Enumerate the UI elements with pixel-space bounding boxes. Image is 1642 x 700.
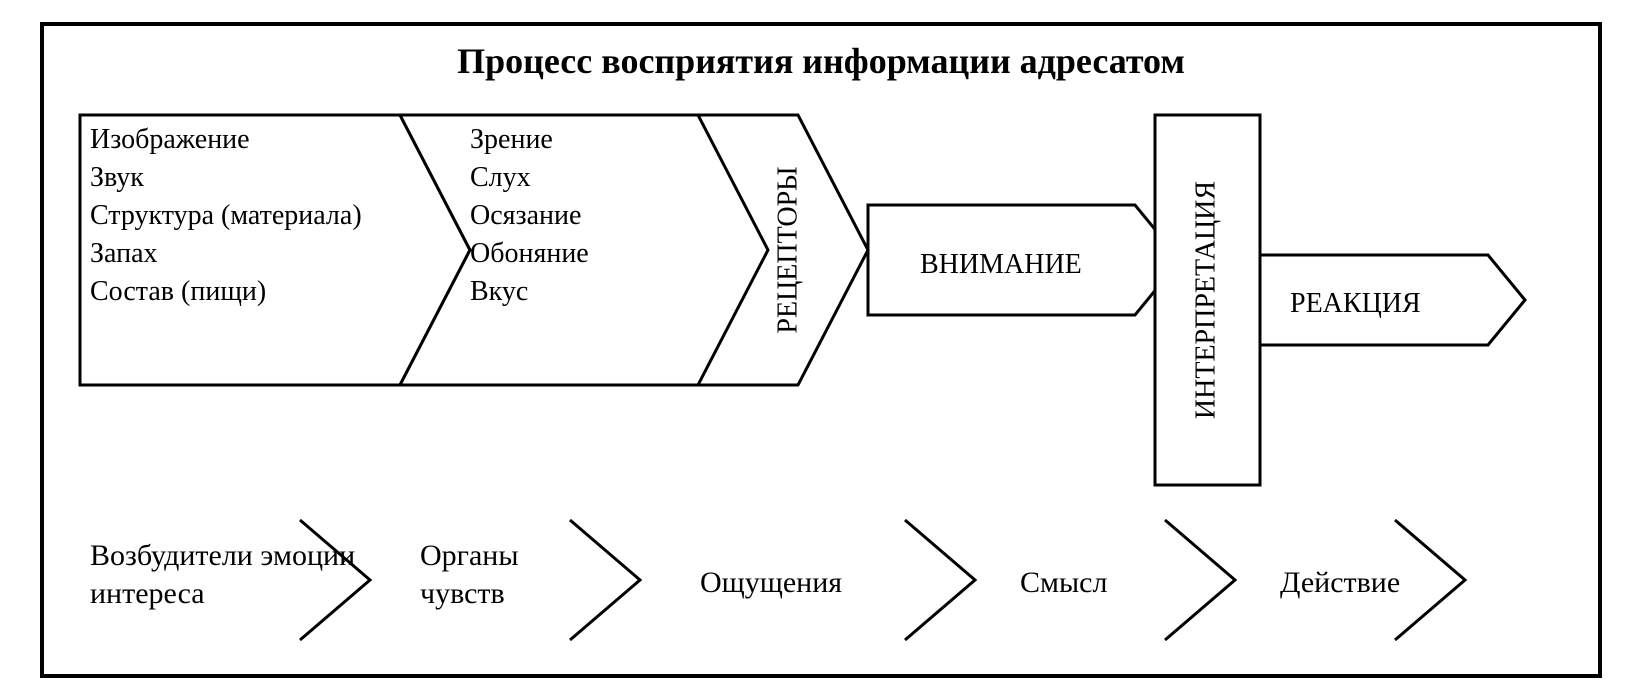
- bottom-label: Возбудители эмоции: [90, 539, 355, 572]
- stimuli-item: Запах: [90, 238, 158, 269]
- bottom-label: Смысл: [1020, 566, 1107, 599]
- bottom-label: чувств: [420, 577, 505, 610]
- senses-item: Зрение: [470, 124, 553, 155]
- chevron-icon: [905, 520, 975, 640]
- stimuli-item: Звук: [90, 162, 144, 193]
- receptors-label: РЕЦЕПТОРЫ: [772, 166, 803, 333]
- stimuli-item: Изображение: [90, 124, 250, 155]
- stimuli-item: Структура (материала): [90, 200, 362, 231]
- senses-item: Слух: [470, 162, 531, 193]
- bottom-label: интереса: [90, 577, 205, 610]
- bottom-label: Ощущения: [700, 566, 842, 599]
- diagram-svg: Изображение Звук Структура (материала) Запа…: [0, 0, 1642, 700]
- diagram-root: Процесс восприятия информации адресатом …: [0, 0, 1642, 700]
- reaction-label: РЕАКЦИЯ: [1290, 288, 1421, 319]
- senses-item: Вкус: [470, 276, 528, 307]
- chevron-icon: [1395, 520, 1465, 640]
- chevron-icon: [300, 520, 370, 640]
- senses-item: Осязание: [470, 200, 581, 231]
- attention-label: ВНИМАНИЕ: [920, 249, 1082, 280]
- senses-item: Обоняние: [470, 238, 589, 269]
- interpretation-label: ИНТЕРПРЕТАЦИЯ: [1190, 181, 1221, 419]
- chevron-icon: [570, 520, 640, 640]
- chevron-icon: [1165, 520, 1235, 640]
- stimuli-item: Состав (пищи): [90, 276, 266, 307]
- bottom-label: Действие: [1280, 566, 1400, 599]
- bottom-label: Органы: [420, 539, 519, 572]
